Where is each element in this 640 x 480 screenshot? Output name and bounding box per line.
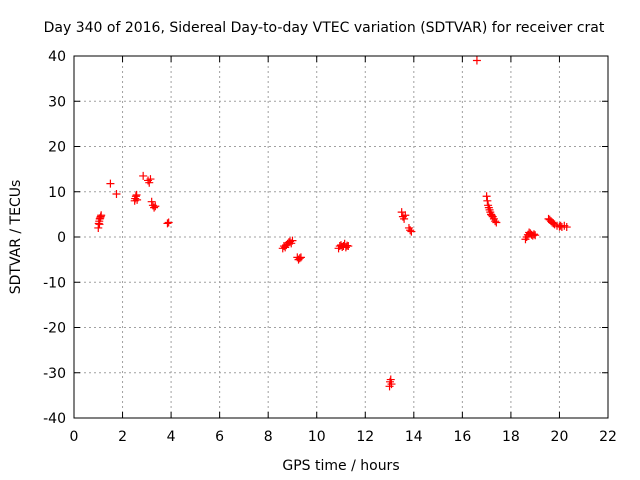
- data-point: [288, 236, 297, 245]
- x-tick-label: 0: [70, 429, 79, 445]
- data-point: [529, 230, 538, 239]
- data-point: [491, 217, 500, 226]
- data-point: [133, 195, 142, 204]
- data-point: [139, 171, 148, 180]
- data-point: [531, 231, 540, 240]
- data-point: [386, 375, 395, 384]
- y-tick-label: -20: [43, 321, 66, 337]
- data-point: [562, 223, 571, 232]
- axis-ticks: 0 2 4 6 8 10 12 14 16 18 20 22 -40 -30 -20 -10 0 10 20 30 40: [43, 49, 617, 445]
- data-point: [164, 218, 173, 227]
- data-point: [146, 175, 155, 184]
- x-tick-label: 6: [215, 429, 224, 445]
- chart-title: Day 340 of 2016, Sidereal Day-to-day VTE…: [44, 20, 605, 36]
- data-point: [492, 218, 501, 227]
- grid: [74, 56, 608, 418]
- data-point: [295, 254, 304, 263]
- y-tick-label: 10: [48, 185, 66, 201]
- y-tick-label: 30: [48, 94, 66, 110]
- y-tick-label: 40: [48, 49, 66, 65]
- data-point: [131, 192, 140, 201]
- x-tick-label: 2: [118, 429, 127, 445]
- y-axis-label: SDTVAR / TECUs: [8, 180, 24, 295]
- x-tick-label: 22: [599, 429, 617, 445]
- y-tick-label: -40: [43, 411, 66, 427]
- data-point: [147, 197, 156, 206]
- y-tick-label: -10: [43, 275, 66, 291]
- data-point: [163, 219, 172, 228]
- data-point: [401, 211, 410, 220]
- data-point: [145, 178, 154, 187]
- x-tick-label: 4: [167, 429, 176, 445]
- x-tick-label: 10: [308, 429, 326, 445]
- data-point: [407, 227, 416, 236]
- x-tick-label: 8: [264, 429, 273, 445]
- data-point: [387, 380, 396, 389]
- data-point: [472, 56, 481, 65]
- data-point: [150, 203, 159, 212]
- data-point: [406, 226, 415, 235]
- data-point: [344, 242, 353, 251]
- data-point: [296, 253, 305, 262]
- data-point: [483, 196, 492, 205]
- x-tick-label: 16: [453, 429, 471, 445]
- data-point: [97, 211, 106, 220]
- y-tick-label: 20: [48, 140, 66, 156]
- x-tick-label: 20: [551, 429, 569, 445]
- data-point: [106, 179, 115, 188]
- y-tick-label: -30: [43, 366, 66, 382]
- x-tick-label: 12: [356, 429, 374, 445]
- data-points: [94, 56, 571, 391]
- data-point: [482, 192, 491, 201]
- data-point: [400, 214, 409, 223]
- y-tick-label: 0: [57, 230, 66, 246]
- x-tick-label: 14: [405, 429, 423, 445]
- data-point: [95, 220, 104, 229]
- x-tick-label: 18: [502, 429, 520, 445]
- data-point: [112, 190, 121, 199]
- data-point: [151, 202, 160, 211]
- x-axis-label: GPS time / hours: [282, 458, 399, 474]
